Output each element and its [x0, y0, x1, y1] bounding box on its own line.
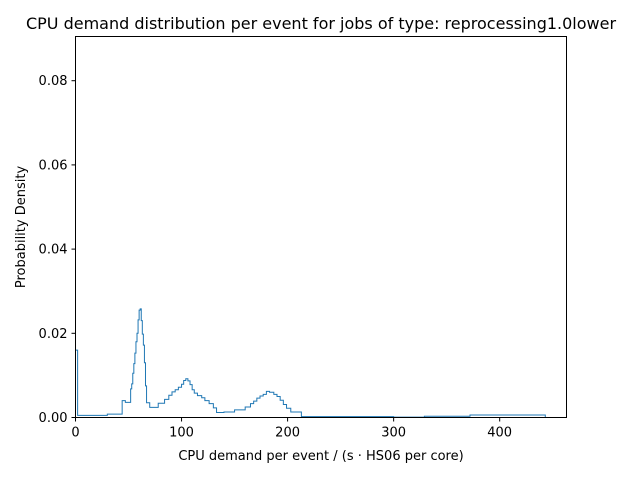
ticks-layer: 0 100 200 300 400 0.00 0.02 0.04 0.06 0.08	[39, 74, 513, 440]
chart-title: CPU demand distribution per event for jo…	[26, 14, 617, 33]
y-tick-label: 0.00	[39, 411, 68, 426]
y-tick-label: 0.04	[39, 243, 68, 258]
histogram-step-line	[75, 308, 546, 418]
y-tick-label: 0.02	[39, 327, 68, 342]
x-axis-label: CPU demand per event / (s · HS06 per cor…	[178, 449, 463, 464]
x-tick-label: 300	[381, 426, 406, 441]
x-tick-label: 100	[169, 426, 194, 441]
axes-frame	[75, 36, 567, 418]
y-axis-label: Probability Density	[14, 166, 29, 289]
y-tick-label: 0.06	[39, 158, 68, 173]
y-tick-label: 0.08	[39, 74, 68, 89]
x-tick-label: 400	[487, 426, 512, 441]
x-tick-label: 200	[275, 426, 300, 441]
x-tick-label: 0	[71, 426, 79, 441]
